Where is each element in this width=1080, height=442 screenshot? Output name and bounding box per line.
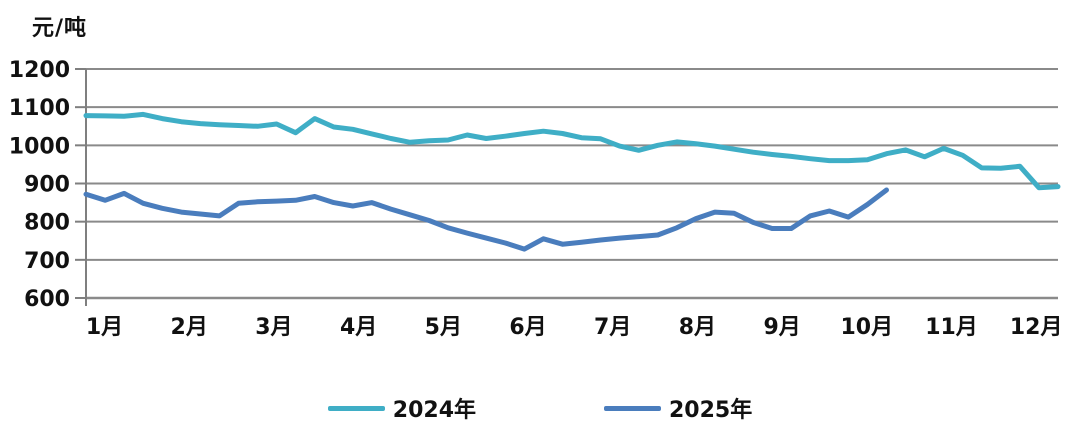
legend-item-2025: 2025年	[604, 392, 752, 424]
chart-legend: 2024年 2025年	[0, 392, 1080, 424]
y-tick-label: 1000	[9, 134, 70, 159]
y-tick-label: 1200	[9, 58, 70, 83]
x-tick-label: 5月	[425, 315, 462, 340]
x-tick-label: 9月	[763, 315, 800, 340]
x-tick-label: 7月	[594, 315, 631, 340]
y-tick-label: 900	[24, 173, 70, 198]
legend-label-2025: 2025年	[669, 398, 753, 423]
legend-label-2024: 2024年	[392, 398, 476, 423]
x-tick-label: 6月	[509, 315, 546, 340]
legend-item-2024: 2024年	[327, 392, 476, 424]
series-line-2024	[83, 111, 1061, 191]
series-line-2025	[83, 187, 889, 252]
x-tick-label: 11月	[925, 315, 978, 340]
y-tick-label: 700	[24, 249, 70, 274]
x-tick-label: 1月	[86, 315, 123, 340]
y-axis-unit-label: 元/吨	[32, 16, 88, 41]
legend-swatch-2025	[604, 405, 661, 411]
x-tick-label: 4月	[340, 315, 377, 340]
x-tick-label: 2月	[171, 315, 208, 340]
x-tick-label: 12月	[1010, 315, 1063, 340]
x-tick-label: 3月	[255, 315, 292, 340]
y-tick-label: 800	[24, 211, 70, 236]
y-tick-label: 1100	[9, 96, 70, 121]
x-tick-label: 8月	[679, 315, 716, 340]
x-tick-label: 10月	[840, 315, 893, 340]
legend-swatch-2024	[327, 405, 385, 411]
y-tick-label: 600	[24, 287, 70, 312]
